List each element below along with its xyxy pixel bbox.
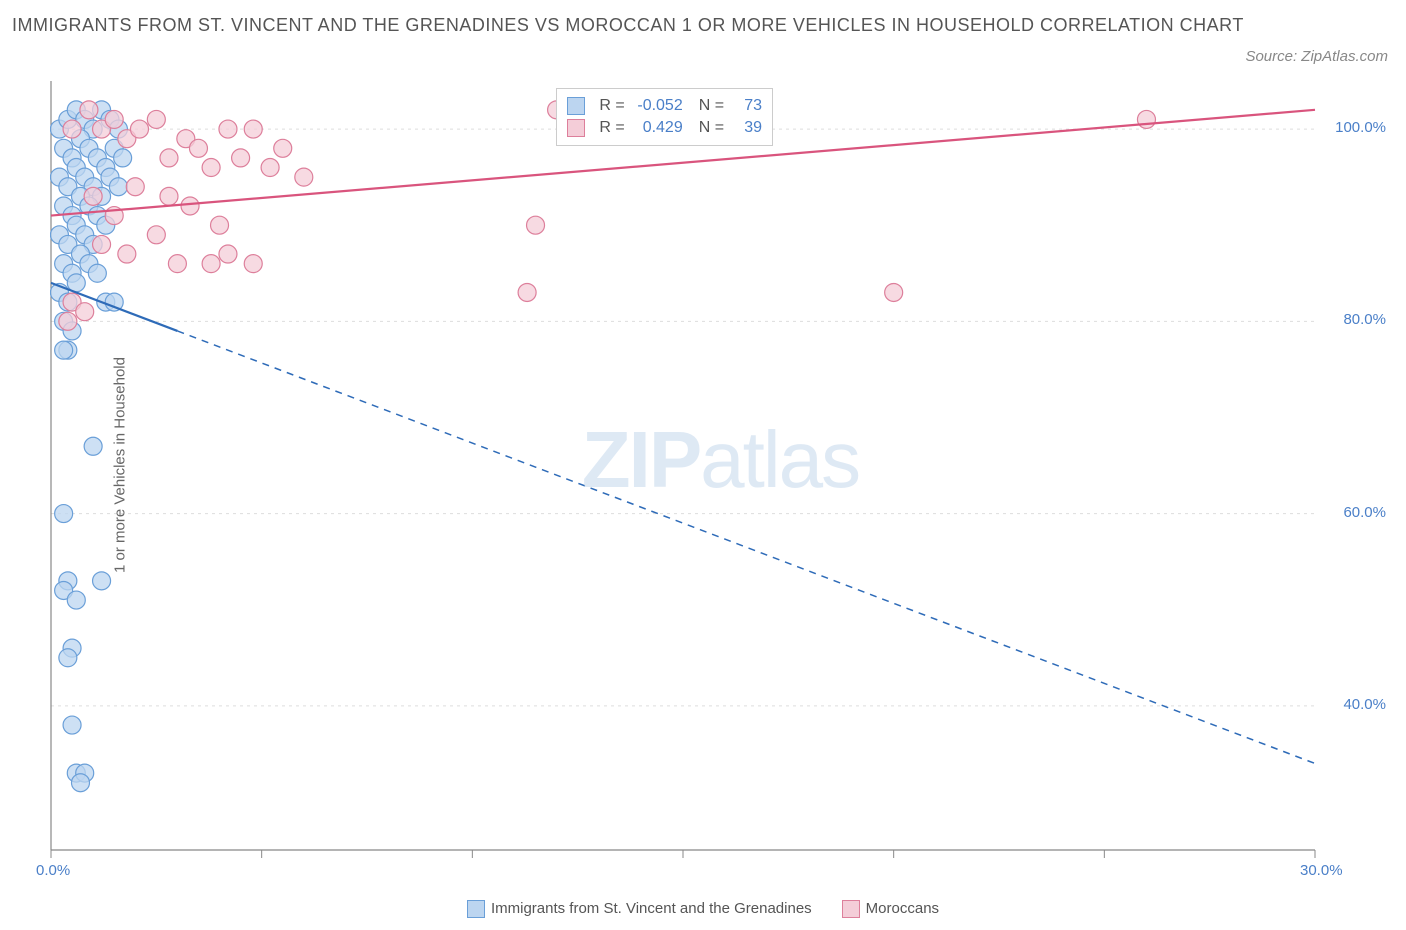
legend-swatch [842, 900, 860, 918]
stat-n-value: 39 [732, 119, 762, 137]
legend-label: Immigrants from St. Vincent and the Gren… [491, 900, 812, 917]
x-tick-label: 30.0% [1300, 862, 1343, 879]
y-tick-label: 100.0% [1335, 119, 1386, 136]
legend-label: Moroccans [866, 900, 939, 917]
legend-swatch [467, 900, 485, 918]
source-label: Source: ZipAtlas.com [1245, 48, 1388, 65]
stats-row: R = -0.052 N = 73 [567, 95, 762, 117]
stat-n-label: N = [699, 97, 724, 115]
stat-r-value: 0.429 [633, 119, 683, 137]
stat-n-value: 73 [732, 97, 762, 115]
stat-r-label: R = [599, 97, 624, 115]
x-tick-label: 0.0% [36, 862, 70, 879]
y-tick-label: 60.0% [1343, 504, 1386, 521]
legend-item: Immigrants from St. Vincent and the Gren… [467, 900, 812, 918]
scatter-chart [50, 80, 1316, 875]
legend-item: Moroccans [842, 900, 939, 918]
chart-area: ZIPatlas R =-0.052N =73R =0.429N =39 40.… [50, 80, 1316, 875]
y-tick-label: 80.0% [1343, 311, 1386, 328]
stat-r-value: -0.052 [633, 97, 683, 115]
legend-swatch [567, 97, 585, 115]
stat-n-label: N = [699, 119, 724, 137]
stat-r-label: R = [599, 119, 624, 137]
bottom-legend: Immigrants from St. Vincent and the Gren… [0, 900, 1406, 918]
legend-swatch [567, 119, 585, 137]
y-axis-label: 1 or more Vehicles in Household [111, 357, 128, 573]
stats-box: R = -0.052 N = 73 R = 0.429 N = 39 [556, 88, 773, 146]
stats-row: R = 0.429 N = 39 [567, 117, 762, 139]
y-tick-label: 40.0% [1343, 696, 1386, 713]
chart-title: IMMIGRANTS FROM ST. VINCENT AND THE GREN… [12, 12, 1286, 39]
